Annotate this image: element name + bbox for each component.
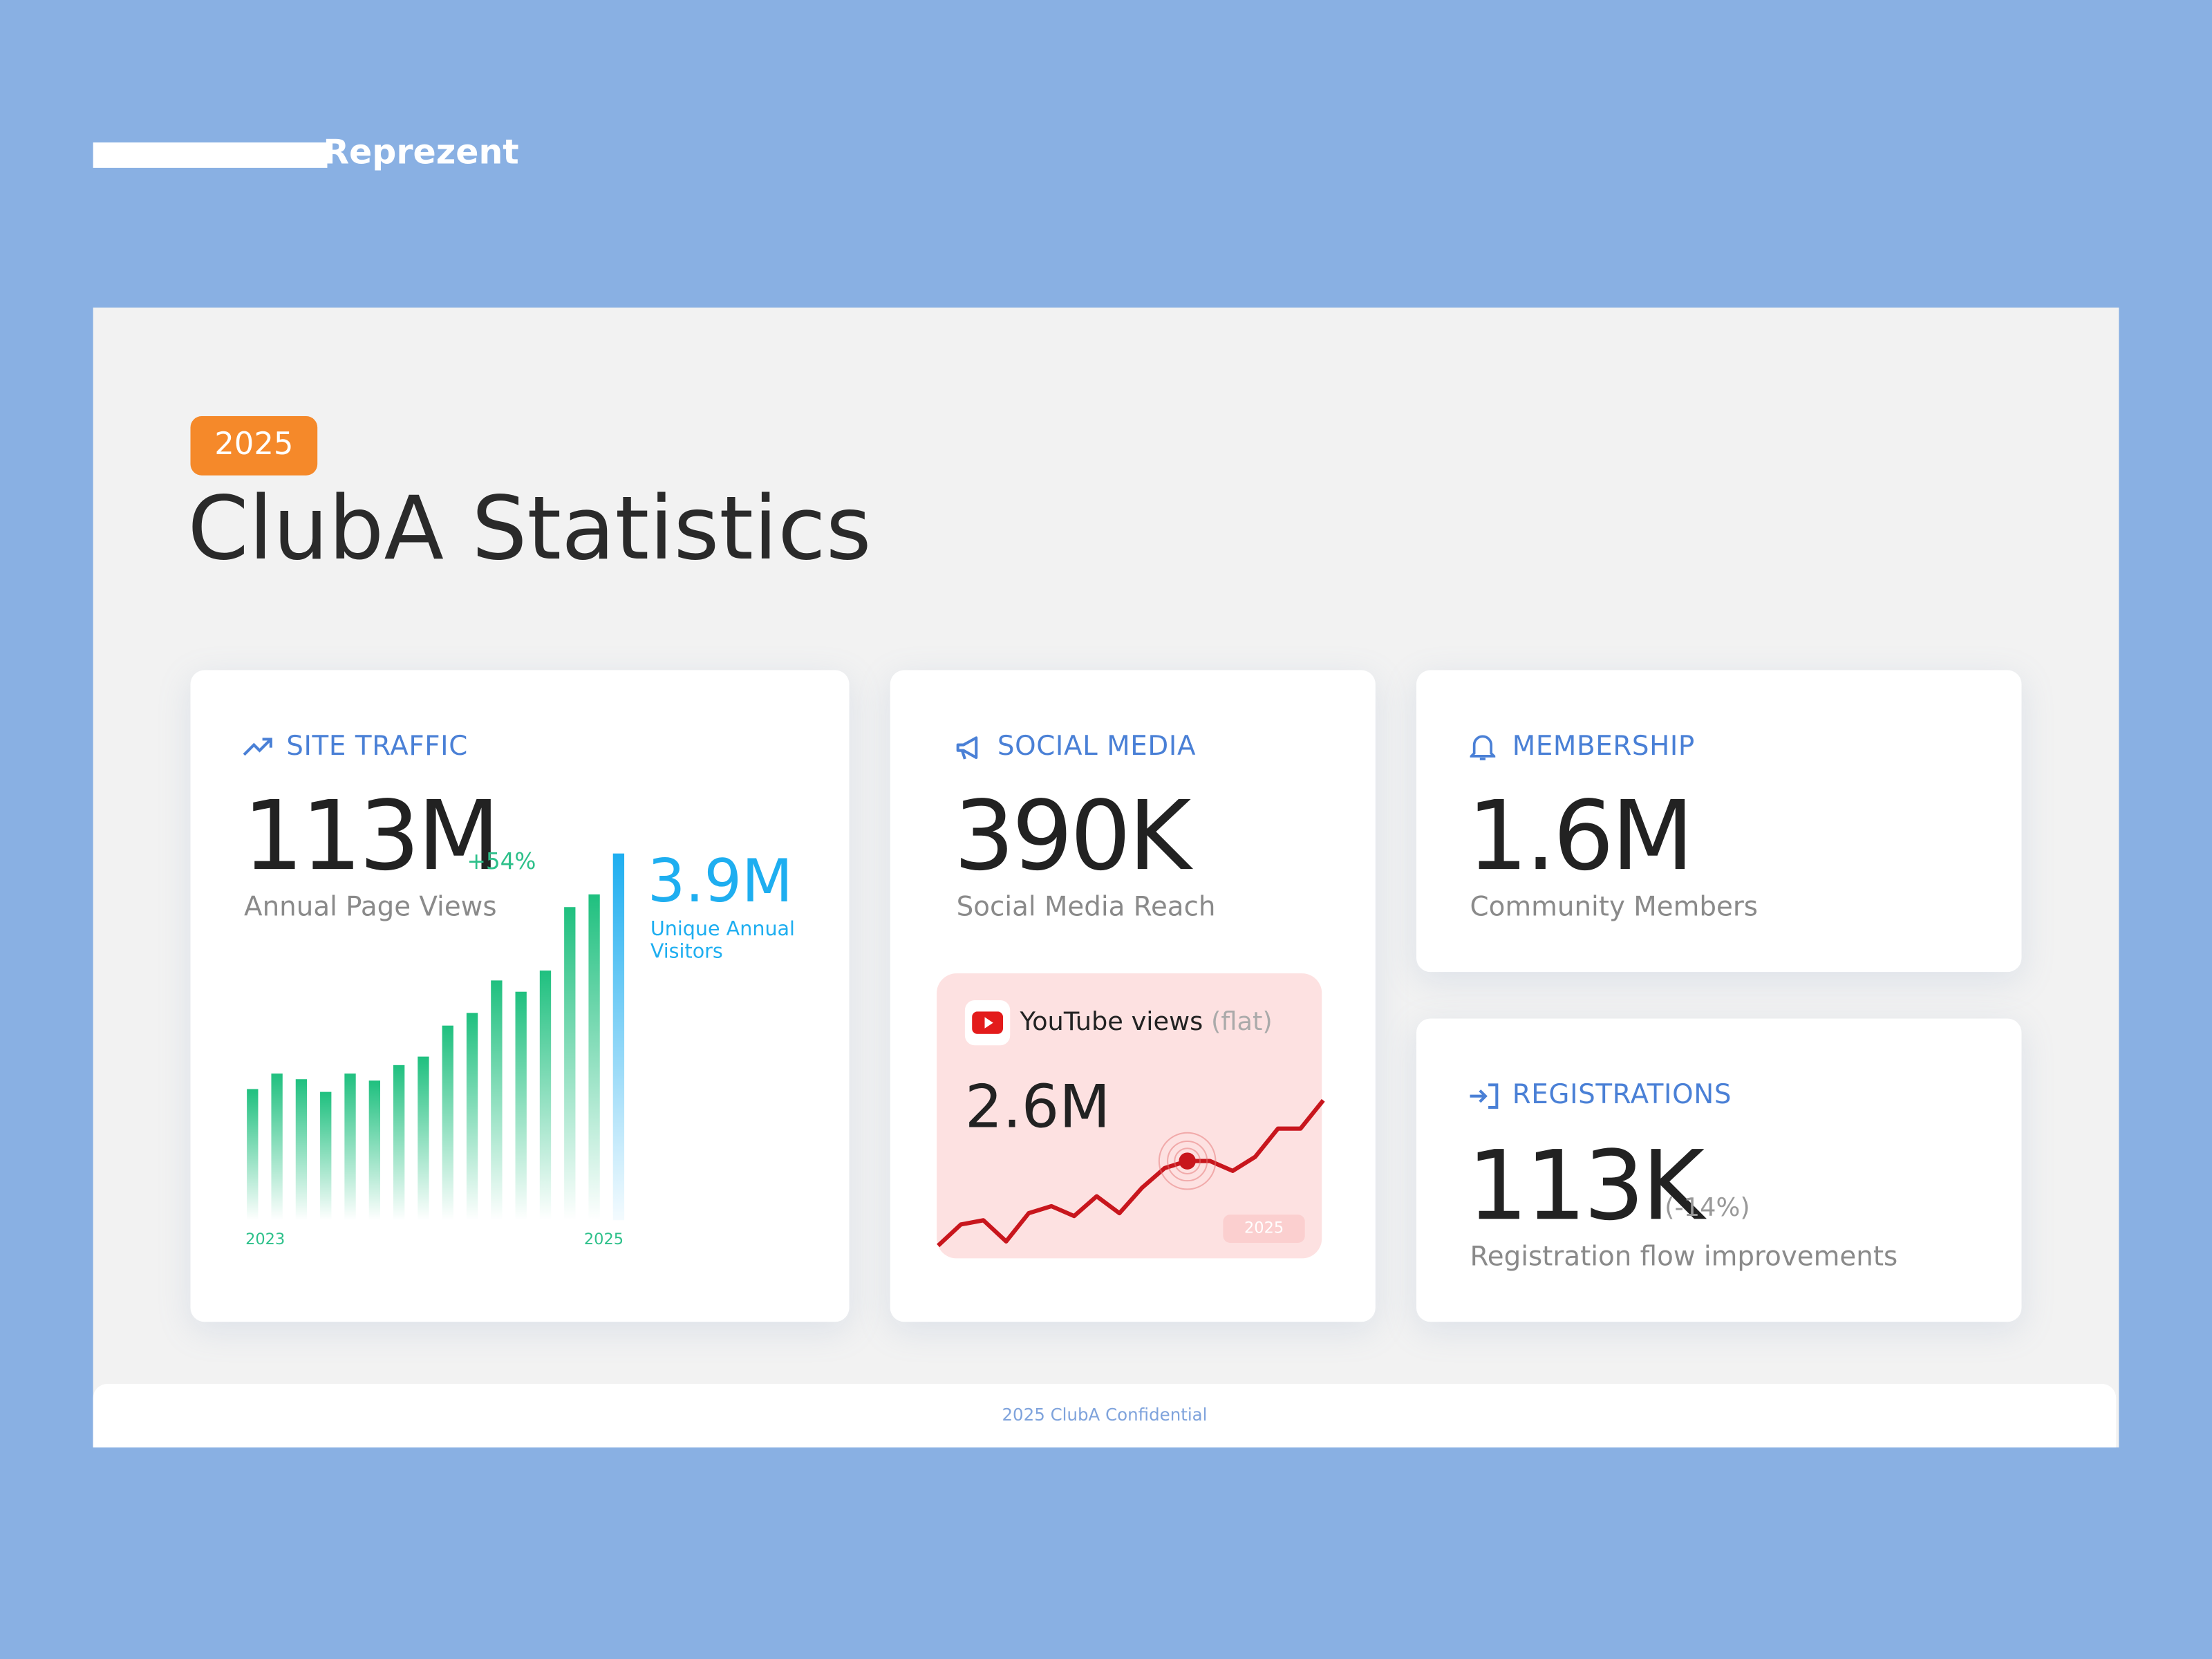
youtube-note: (flat) [1211,1007,1273,1037]
bar [612,853,625,1221]
card-value: 390K [953,781,1192,893]
logo-mark [93,142,328,168]
bar [466,1013,478,1221]
card-heading: SITE TRAFFIC [286,731,468,762]
footer-text: 2025 ClubA Confidential [1002,1405,1208,1425]
change: +54% [467,847,536,875]
card-value: 113M [243,781,500,893]
x-tick-label: 2023 [245,1230,285,1249]
pulse-ring [1167,1140,1208,1182]
bell-icon [1470,735,1496,760]
bar [564,907,576,1221]
bar [393,1065,405,1221]
card-label: Social Media Reach [956,891,1216,923]
trend-icon [243,738,272,756]
title: ClubA Statistics [187,476,872,580]
pulse-ring [1174,1147,1201,1174]
logo-text: Reprezent [323,132,519,172]
bar [295,1079,308,1221]
card-value: 113K [1467,1131,1705,1243]
registrations-card [1416,1018,2022,1322]
secondary-label: Unique Annual Visitors [650,918,795,964]
chart-tag: 2025 [1223,1215,1305,1243]
card-heading: MEMBERSHIP [1512,731,1695,762]
bar [418,1056,429,1221]
card-label: Community Members [1470,891,1758,923]
card-label: Annual Page Views [244,891,497,923]
bar [515,991,527,1221]
pulse-ring [1158,1132,1217,1190]
bar [442,1025,453,1221]
secondary-value: 3.9M [647,846,794,916]
card-heading: REGISTRATIONS [1512,1079,1732,1111]
bar [271,1074,283,1221]
card-label: Registration flow improvements [1470,1241,1898,1273]
youtube-label: YouTube views (flat) [1020,1007,1273,1037]
bar [491,980,503,1221]
youtube-value: 2.6M [964,1072,1111,1142]
bar [368,1080,380,1221]
login-icon [1470,1083,1499,1109]
youtube-icon [972,1011,1004,1034]
bar [588,894,600,1221]
bar [247,1089,259,1221]
highlight-point [1179,1152,1196,1170]
line [937,1098,1325,1248]
bar [344,1074,356,1221]
change: (-14%) [1665,1193,1750,1224]
year-badge: 2025 [190,416,318,476]
card-value: 1.6M [1467,781,1694,893]
card-heading: SOCIAL MEDIA [997,731,1197,762]
bar [539,971,552,1221]
membership-card [1416,670,2022,973]
megaphone-icon [956,736,978,760]
footer-bar [93,1384,2117,1447]
x-tick-label: 2025 [583,1230,624,1249]
bar [320,1091,332,1221]
youtube-label-text: YouTube views [1020,1007,1203,1037]
